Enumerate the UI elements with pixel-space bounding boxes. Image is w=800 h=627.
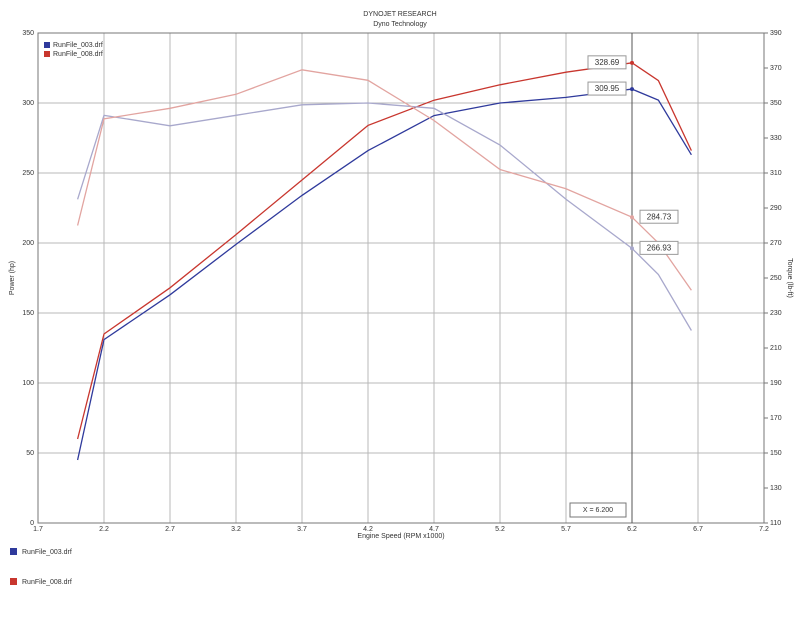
footer-swatch — [10, 578, 17, 585]
annotation-point — [630, 87, 634, 92]
y2-tick-label: 170 — [770, 415, 782, 422]
y2-tick-label: 110 — [770, 520, 781, 527]
y2-tick-label: 210 — [770, 345, 782, 352]
y2-tick-label: 390 — [770, 30, 782, 37]
y-tick-label: 100 — [22, 380, 34, 387]
y2-tick-label: 370 — [770, 65, 782, 72]
x-tick-label: 6.2 — [627, 526, 637, 533]
annotation-box — [639, 240, 679, 255]
annotation-box — [639, 209, 679, 224]
annotation-point — [630, 246, 634, 251]
y-tick-label: 0 — [30, 520, 34, 527]
y-tick-label: 300 — [22, 100, 34, 107]
footer-run: RunFile_003.drf — [22, 549, 72, 556]
y2-tick-label: 330 — [770, 135, 782, 142]
y2-tick-label: 230 — [770, 310, 782, 317]
legend-label: RunFile_003.drf — [53, 42, 103, 49]
y-axis-label: Power (hp) — [9, 261, 16, 295]
cursor-box — [569, 502, 627, 518]
legend-swatch — [44, 51, 50, 57]
annotation-box — [587, 55, 627, 70]
x-tick-label: 2.7 — [165, 526, 175, 533]
annotation-label: 328.69 — [595, 58, 620, 67]
annotation-label: 266.93 — [647, 243, 672, 252]
chart-subtitle: Dyno Technology — [373, 21, 427, 28]
annotation-point — [630, 215, 634, 220]
y2-tick-label: 350 — [770, 100, 782, 107]
x-tick-label: 4.2 — [363, 526, 373, 533]
cursor-label: X = 6.200 — [583, 507, 613, 514]
y2-tick-label: 190 — [770, 380, 782, 387]
y-tick-label: 350 — [22, 30, 34, 37]
y2-tick-label: 310 — [770, 170, 782, 177]
x-axis-label: Engine Speed (RPM x1000) — [357, 533, 444, 540]
y2-tick-label: 270 — [770, 240, 782, 247]
y2-tick-label: 130 — [770, 485, 782, 492]
x-tick-label: 1.7 — [33, 526, 43, 533]
chart-title: DYNOJET RESEARCH — [363, 11, 436, 18]
legend-swatch — [44, 42, 50, 48]
x-tick-label: 6.7 — [693, 526, 703, 533]
series-line — [76, 62, 692, 440]
y2-axis-label: Torque (lb-ft) — [786, 258, 793, 298]
x-tick-label: 2.2 — [99, 526, 109, 533]
series-line — [76, 88, 692, 461]
x-tick-label: 4.7 — [429, 526, 439, 533]
legend-label: RunFile_008.drf — [53, 51, 103, 58]
annotation-label: 284.73 — [647, 212, 672, 221]
plot-frame — [37, 32, 765, 524]
y-tick-label: 150 — [22, 310, 34, 317]
annotation-label: 309.95 — [595, 84, 620, 93]
y-tick-label: 250 — [22, 170, 34, 177]
x-tick-label: 3.7 — [297, 526, 307, 533]
y2-tick-label: 150 — [770, 450, 782, 457]
y-tick-label: 50 — [26, 450, 34, 457]
x-tick-label: 5.7 — [561, 526, 571, 533]
y2-tick-label: 290 — [770, 205, 782, 212]
series-line — [76, 69, 692, 291]
footer-run: RunFile_008.drf — [22, 579, 72, 586]
footer-swatch — [10, 548, 17, 555]
x-tick-label: 5.2 — [495, 526, 505, 533]
x-tick-label: 7.2 — [759, 526, 769, 533]
y-tick-label: 200 — [22, 240, 34, 247]
series-line — [76, 102, 692, 331]
annotation-box — [587, 81, 627, 96]
y2-tick-label: 250 — [770, 275, 782, 282]
x-tick-label: 3.2 — [231, 526, 241, 533]
annotation-point — [630, 60, 634, 65]
